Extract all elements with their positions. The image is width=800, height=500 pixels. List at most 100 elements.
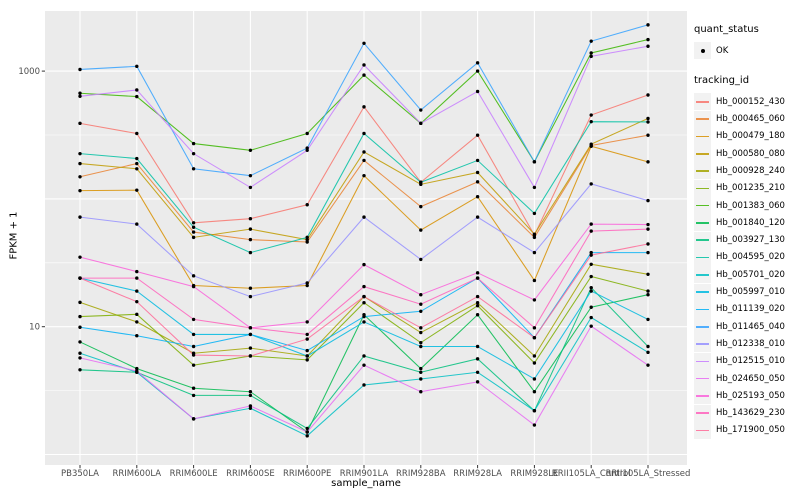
data-point: [475, 195, 480, 199]
data-point: [191, 317, 196, 322]
legend-tracking-entries: Hb_000152_430 Hb_000465_060 Hb_000479_180 H…: [694, 93, 800, 439]
data-point: [646, 116, 650, 121]
legend-item-Hb_001383_060: Hb_001383_060: [694, 197, 800, 215]
data-point: [191, 151, 196, 156]
line-swatch-icon: [696, 377, 709, 380]
data-point: [362, 320, 366, 324]
line-swatch-icon: [696, 429, 709, 432]
line-swatch-icon: [696, 395, 709, 397]
data-point: [248, 326, 253, 330]
line-swatch-icon: [696, 412, 709, 415]
legend-item-Hb_143629_230: Hb_143629_230: [694, 404, 800, 422]
data-point: [362, 262, 366, 267]
data-point: [78, 356, 82, 360]
data-point: [589, 51, 593, 55]
data-point: [532, 377, 537, 381]
legend-item-label: Hb_012338_010: [716, 338, 785, 349]
legend-item-label: Hb_011465_040: [716, 321, 785, 332]
data-point: [419, 377, 423, 381]
data-point: [475, 303, 480, 308]
data-point: [475, 89, 480, 94]
data-point: [191, 386, 196, 390]
data-point: [305, 240, 309, 244]
data-point: [532, 361, 537, 365]
line-swatch-icon: [696, 222, 709, 224]
legend-item-label: Hb_000928_240: [716, 165, 785, 176]
x-tick-label: RRIM600LE: [170, 469, 218, 479]
data-point: [305, 281, 309, 285]
legend-item-label: Hb_003927_130: [716, 235, 785, 246]
data-point: [419, 309, 423, 313]
data-point: [191, 353, 196, 357]
data-point: [589, 39, 593, 43]
legend-item-Hb_012515_010: Hb_012515_010: [694, 352, 800, 370]
data-point: [646, 227, 650, 231]
data-point: [589, 253, 593, 257]
data-point: [191, 167, 196, 171]
data-point: [135, 269, 139, 274]
data-point: [135, 131, 139, 136]
data-point: [78, 325, 82, 329]
legend-item-Hb_000152_430: Hb_000152_430: [694, 93, 800, 111]
legend-key-box: [694, 283, 711, 301]
data-point: [532, 326, 537, 330]
data-point: [419, 344, 423, 349]
data-point: [589, 113, 593, 117]
data-point: [362, 131, 366, 136]
data-point: [589, 182, 593, 186]
data-point: [135, 334, 139, 338]
data-point: [362, 63, 366, 67]
legend-title-quant-status: quant_status: [694, 24, 759, 35]
x-tick-label: RRIM928LA: [453, 469, 502, 479]
data-point: [78, 91, 82, 95]
legend-item-label: Hb_025193_050: [716, 390, 785, 401]
legend-item-Hb_004595_020: Hb_004595_020: [694, 248, 800, 266]
legend-key-box: [694, 145, 711, 163]
legend-key-box: [694, 110, 711, 128]
data-point: [532, 390, 537, 394]
data-point: [191, 230, 196, 234]
data-point: [362, 158, 366, 163]
line-swatch-icon: [696, 308, 709, 311]
data-point: [135, 320, 139, 324]
data-point: [248, 354, 253, 358]
data-point: [419, 366, 423, 371]
data-point: [362, 150, 366, 154]
data-point: [589, 289, 593, 293]
y-tick-label: 10: [29, 323, 40, 333]
data-point: [362, 215, 366, 219]
data-point: [135, 64, 139, 69]
data-point: [589, 54, 593, 59]
data-point: [248, 404, 253, 408]
data-point: [78, 67, 82, 72]
data-point: [362, 41, 366, 46]
data-point: [475, 276, 480, 280]
x-tick-label: RRII105LA_Stressed: [606, 469, 691, 479]
data-point: [475, 313, 480, 317]
x-tick-label: RRIM928LE: [510, 469, 558, 479]
line-swatch-icon: [696, 291, 709, 293]
data-point: [305, 235, 309, 240]
legend-item-label: Hb_004595_020: [716, 252, 785, 263]
data-point: [475, 133, 480, 137]
data-point: [589, 305, 593, 309]
data-point: [532, 354, 537, 358]
data-point: [419, 340, 423, 345]
data-point: [78, 188, 82, 193]
y-tick-label: 1000: [18, 67, 40, 77]
data-point: [646, 242, 650, 246]
data-point: [475, 301, 480, 305]
data-point: [305, 320, 309, 324]
data-point: [646, 37, 650, 42]
data-point: [646, 133, 650, 137]
data-point: [646, 292, 650, 297]
legend-key-box: [694, 387, 711, 405]
data-point: [419, 204, 423, 209]
data-point: [532, 336, 537, 340]
legend: quant_status OK tracking_id Hb_000152_43…: [694, 24, 800, 439]
legend-item-Hb_000465_060: Hb_000465_060: [694, 110, 800, 128]
data-point: [248, 286, 253, 290]
legend-item-label: Hb_005997_010: [716, 287, 785, 298]
